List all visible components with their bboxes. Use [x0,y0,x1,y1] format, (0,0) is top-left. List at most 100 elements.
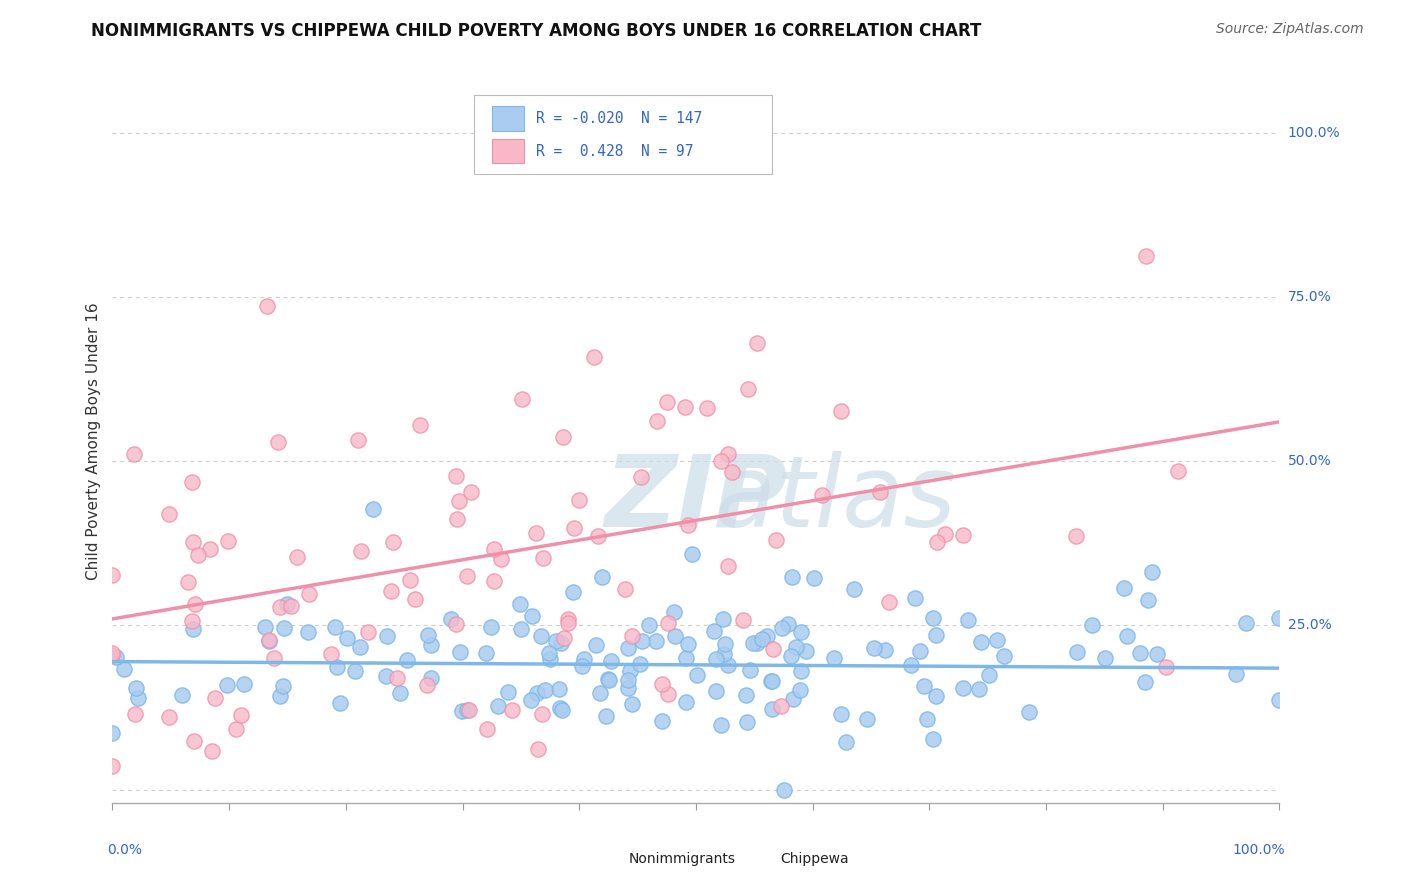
Point [681,548,703,562]
Point [217,534,239,549]
Point [346,434,368,448]
Point [863,641,886,656]
Point [519,693,541,707]
Point [599,654,621,668]
Point [704,652,727,666]
Point [1268,610,1291,624]
Point [198,542,221,557]
Point [297,625,319,640]
Text: Nonimmigrants: Nonimmigrants [628,852,735,866]
Point [336,631,359,645]
Text: Chippewa: Chippewa [780,852,849,866]
Point [446,469,468,483]
Point [735,714,758,729]
Point [125,681,148,695]
Point [1133,675,1156,690]
Point [969,635,991,649]
Point [479,620,502,634]
Point [177,574,200,589]
Point [460,485,482,500]
Point [524,526,547,541]
Point [779,648,801,663]
Point [773,782,796,797]
Point [803,571,825,585]
Point [377,629,399,643]
Point [101,726,124,740]
Point [484,574,506,589]
Point [794,644,817,658]
Point [717,657,740,672]
Point [253,620,276,634]
Point [619,664,641,678]
Point [993,648,1015,663]
Point [1135,249,1157,263]
Point [751,632,773,646]
Point [1234,615,1257,630]
Point [349,640,371,655]
Bar [492,106,524,131]
Point [520,608,543,623]
Point [204,690,226,705]
Point [1268,693,1291,707]
Point [276,597,298,611]
Point [456,703,478,717]
Text: 0.0%: 0.0% [107,843,142,856]
Point [925,534,948,549]
Point [737,382,759,396]
Point [350,544,373,558]
Point [531,707,554,722]
Point [501,703,523,717]
Point [638,618,661,632]
Point [181,535,204,549]
Point [477,722,499,736]
Point [628,657,651,671]
Point [568,492,591,507]
Point [112,662,135,676]
Point [704,684,727,698]
Point [1225,666,1247,681]
Text: R =  0.428  N = 97: R = 0.428 N = 97 [536,144,693,159]
Point [101,648,124,662]
Point [458,703,481,717]
Point [1142,565,1164,579]
Bar [492,139,524,163]
Point [922,610,945,624]
Bar [591,848,617,870]
Point [742,636,765,650]
Point [676,637,699,651]
Text: 100.0%: 100.0% [1233,843,1285,856]
Point [329,696,352,710]
Text: 75.0%: 75.0% [1288,290,1331,304]
Point [770,621,793,635]
Point [101,759,124,773]
Point [731,613,754,627]
Point [630,470,652,484]
Point [620,697,643,711]
Point [101,567,124,582]
Point [586,529,609,543]
Point [395,653,418,667]
Point [557,612,579,626]
Point [738,663,761,677]
Point [323,620,346,634]
Y-axis label: Child Poverty Among Boys Under 16: Child Poverty Among Boys Under 16 [86,302,101,581]
Point [657,616,679,631]
Point [710,454,733,468]
Point [1080,618,1102,632]
Point [1116,629,1139,643]
Point [456,568,478,582]
Point [531,550,554,565]
Point [181,614,204,628]
Text: atlas: atlas [716,450,957,548]
Point [967,681,990,696]
Point [548,682,571,697]
Point [361,502,384,516]
FancyBboxPatch shape [474,95,772,174]
Point [595,708,617,723]
Point [1018,705,1040,719]
Point [484,542,506,557]
Text: NONIMMIGRANTS VS CHIPPEWA CHILD POVERTY AMONG BOYS UNDER 16 CORRELATION CHART: NONIMMIGRANTS VS CHIPPEWA CHILD POVERTY … [91,22,981,40]
Point [934,527,956,541]
Point [1112,581,1135,595]
Point [657,687,679,701]
